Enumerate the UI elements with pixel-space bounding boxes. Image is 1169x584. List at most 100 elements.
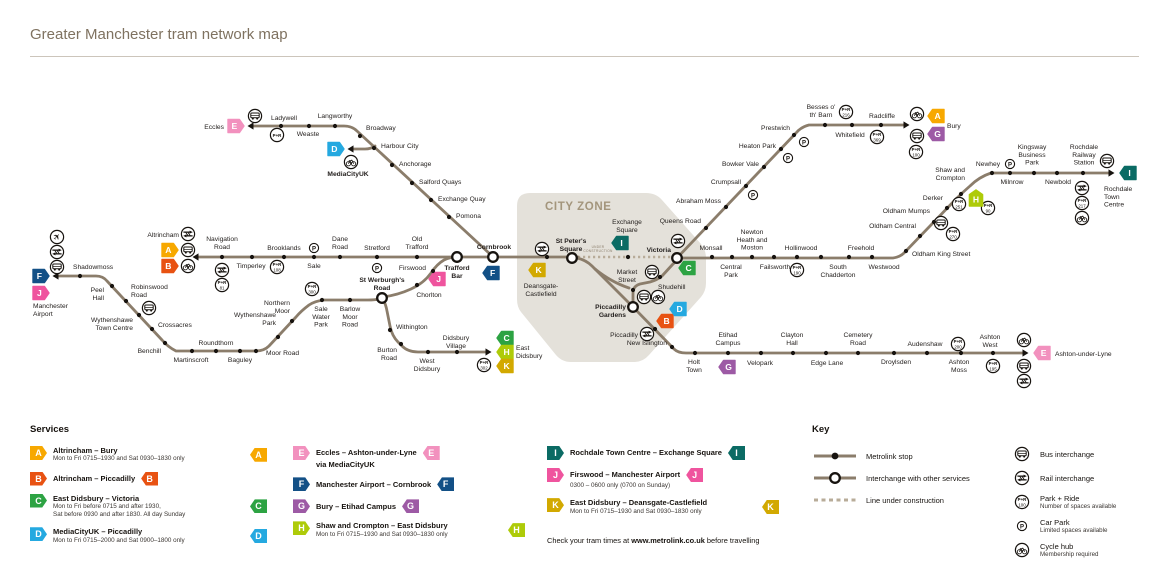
station-label: Whitefield [835, 132, 865, 139]
svg-text:90: 90 [986, 209, 991, 214]
title-divider [30, 56, 1139, 57]
service-marker-F: F [482, 265, 500, 281]
stop-dot [723, 204, 729, 210]
stop-dot [219, 254, 225, 260]
stop-dot [428, 197, 434, 203]
stop-dot [544, 254, 550, 260]
station-label: Velopark [747, 360, 774, 367]
station-northern-moor: Northern Moor [264, 300, 295, 324]
station-piccadilly: Piccadilly [610, 326, 658, 342]
service-badge-B: B [141, 471, 159, 486]
under-construction-line-icon [814, 498, 856, 502]
station-st-werburgh-s-road: St Werburgh's Road [359, 277, 405, 304]
station-central-park: Central Park [720, 254, 742, 279]
station-cornbrook: Cornbrook F [477, 244, 511, 281]
metrolink-url[interactable]: www.metrolink.co.uk [631, 536, 705, 545]
svg-text:P+R: P+R [954, 339, 963, 344]
stop-dot [311, 254, 317, 260]
station-label: Victoria [647, 247, 672, 254]
station-old-trafford: Old Trafford [405, 236, 429, 260]
stop-dot [1054, 170, 1060, 176]
stop-dot [958, 350, 964, 356]
station-robinswood-road: Robinswood Road [123, 284, 168, 316]
rail-interchange-icon [180, 226, 196, 242]
station-navigation-road: Navigation Road P+R81 [206, 236, 238, 293]
service-marker-I: I [1119, 165, 1137, 181]
svg-text:P: P [375, 266, 379, 272]
bus-interchange-icon [1016, 358, 1032, 374]
station-label: Ashton Moss [949, 359, 970, 374]
station-label: Crumpsall [711, 179, 742, 186]
station-oldham-mumps: Oldham Mumps [883, 208, 937, 225]
station-victoria: Victoria [647, 233, 686, 264]
service-times: Mon to Fri 0715–1930 and Sat 0930–1830 o… [570, 507, 702, 515]
station-label: Newton Heath and Moston [737, 229, 768, 252]
stop-dot [729, 254, 735, 260]
stop-dot [425, 349, 431, 355]
service-title: East Didsbury – Deansgate-Castlefield [570, 498, 708, 508]
service-marker-J: J [32, 285, 50, 301]
svg-text:A: A [934, 111, 940, 121]
service-badge-D: D [30, 527, 47, 542]
station-label: Northern Moor [264, 300, 291, 315]
station-label: Firswood [399, 265, 426, 272]
station-label: Weaste [297, 131, 320, 138]
stop-dot [823, 350, 829, 356]
station-chorlton: Chorlton J [414, 271, 446, 299]
stop-dot [109, 283, 115, 289]
svg-text:I: I [1128, 168, 1130, 178]
station-label: Sale Water Park [312, 306, 330, 329]
station-label: Chorlton [416, 292, 442, 299]
station-abraham-moss: Abraham Moss [676, 198, 729, 210]
stop-dot [249, 254, 255, 260]
stop-dot [213, 348, 219, 354]
station-label: Audenshaw [908, 341, 943, 348]
service-badge-J: J [547, 468, 564, 482]
station-label: Exchange Square [612, 219, 642, 234]
station-barlow-moor-road: Barlow Moor Road [340, 297, 361, 329]
park-and-ride-icon: P+R [269, 127, 285, 143]
station-roundthorn: Roundthorn [199, 340, 234, 354]
bus-interchange-icon [909, 128, 925, 144]
service-badge-A: A [30, 446, 47, 460]
station-crossacres: Crossacres [149, 322, 192, 332]
car-park-icon: P [798, 136, 810, 148]
station-velopark: Velopark [747, 350, 774, 367]
station-didsbury-village: Didsbury Village [443, 335, 470, 355]
station-label: St Peter's Square [556, 238, 587, 253]
station-label: West Didsbury [414, 358, 441, 373]
station-label: Old Trafford [405, 236, 428, 251]
stop-dot [771, 254, 777, 260]
service-times: Sat before 0930 and after 1830. All day … [53, 511, 186, 519]
stop-dot [758, 350, 764, 356]
station-label: Derker [923, 195, 944, 202]
station-label: Abraham Moss [676, 198, 722, 205]
tram-line-chorlton [381, 255, 459, 299]
station-label: Rochdale Town Centre [1104, 186, 1133, 209]
terminus-arrow [192, 253, 199, 261]
key-item-car-park: P Car Park Limited spaces available [1012, 516, 1169, 536]
rail-interchange-icon [214, 262, 230, 278]
station-label: Barlow Moor Road [340, 306, 361, 329]
station-label: Holt Town [686, 359, 702, 374]
service-badge-D: D [250, 529, 267, 544]
station-label: Baguley [228, 357, 253, 364]
rail-interchange-icon [1016, 373, 1032, 389]
station-dane-road: Dane Road [332, 236, 348, 260]
station-label: Harbour City [381, 143, 419, 150]
svg-text:302: 302 [480, 366, 488, 371]
rail-interchange-icon [1014, 470, 1030, 486]
station-label: Oldham Mumps [883, 208, 931, 215]
station-prestwich: Prestwich P [761, 125, 810, 148]
station-peel-hall: Peel Hall [91, 283, 115, 302]
stop-dot [692, 350, 698, 356]
stop-dot [1031, 170, 1037, 176]
interchange-circle [376, 292, 388, 304]
stop-dot [749, 254, 755, 260]
station-label: Exchange Quay [438, 196, 486, 203]
